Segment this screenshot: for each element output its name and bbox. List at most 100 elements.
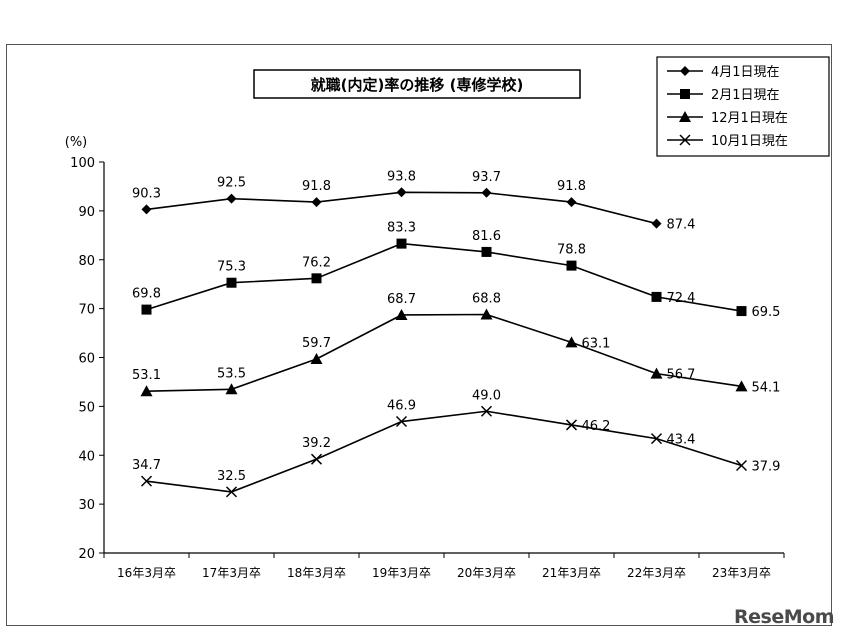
data-label: 92.5 (217, 176, 246, 191)
data-point-cross (140, 475, 153, 487)
series-triangle (140, 308, 748, 397)
data-point-square (226, 277, 237, 288)
data-point-cross (310, 453, 323, 465)
data-point-triangle (225, 383, 238, 395)
data-label: 75.3 (217, 260, 246, 275)
data-label: 93.7 (472, 170, 501, 185)
data-label: 78.8 (557, 243, 586, 258)
data-label: 63.1 (582, 336, 611, 351)
legend-label: 10月1日現在 (711, 134, 788, 149)
data-point-square (141, 304, 152, 315)
data-point-square (566, 260, 577, 271)
data-label: 87.4 (667, 218, 696, 233)
cross-stroke (735, 459, 748, 472)
data-label: 69.8 (132, 287, 161, 302)
data-point-triangle (140, 385, 153, 397)
data-point-cross (679, 134, 691, 146)
data-point-square (651, 291, 662, 302)
data-label: 32.5 (217, 469, 246, 484)
data-label: 46.2 (582, 419, 611, 434)
data-label: 53.1 (132, 368, 161, 383)
series-line (146, 313, 742, 393)
x-tick-label: 21年3月卒 (542, 566, 601, 580)
data-point-diamond (651, 218, 662, 229)
y-tick-label: 50 (78, 400, 95, 415)
cross-stroke (679, 134, 691, 146)
data-label: 69.5 (752, 305, 781, 320)
data-point-triangle (679, 111, 691, 122)
data-label: 46.9 (387, 399, 416, 414)
chart-title: 就職(内定)率の推移 (専修学校) (311, 76, 524, 94)
y-tick-label: 100 (70, 156, 95, 171)
data-point-triangle (735, 380, 748, 392)
cross-stroke (395, 415, 408, 428)
chart-legend: 4月1日現在 2月1日現在 12月1日現在 10月1日現在 (656, 56, 830, 157)
cross-stroke (480, 405, 493, 417)
legend-label: 2月1日現在 (711, 88, 780, 103)
data-point-triangle (480, 308, 493, 320)
cross-stroke (650, 433, 663, 445)
legend-label: 12月1日現在 (711, 111, 788, 126)
cross-stroke (310, 453, 323, 465)
data-label: 72.4 (667, 291, 696, 306)
data-point-cross (225, 486, 238, 498)
y-tick-label: 80 (78, 254, 95, 269)
series-line (146, 242, 742, 312)
x-tick-label: 22年3月卒 (627, 566, 686, 580)
legend-label: 4月1日現在 (711, 65, 780, 80)
y-axis-unit: (%) (65, 135, 88, 150)
data-point-diamond (141, 204, 152, 215)
data-label: 34.7 (132, 458, 161, 473)
data-label: 91.8 (557, 179, 586, 194)
data-point-diamond (311, 197, 322, 208)
chart-title-box (253, 69, 581, 99)
data-label: 90.3 (132, 186, 161, 201)
series-square (141, 238, 747, 317)
series-line (146, 410, 742, 493)
data-label: 68.7 (387, 292, 416, 307)
x-tick-label: 19年3月卒 (372, 566, 431, 580)
y-tick-label: 20 (78, 547, 95, 562)
data-point-diamond (680, 66, 690, 76)
resemom-logo: ReseMom (734, 606, 834, 628)
x-tick-label: 18年3月卒 (287, 566, 346, 580)
x-tick-label: 20年3月卒 (457, 566, 516, 580)
y-tick-label: 60 (78, 352, 95, 367)
data-point-square (680, 89, 690, 99)
data-label: 56.7 (667, 368, 696, 383)
data-label: 76.2 (302, 255, 331, 270)
series-cross (140, 405, 748, 498)
y-tick-label: 70 (78, 303, 95, 318)
data-point-cross (735, 459, 748, 472)
cross-stroke (225, 486, 238, 498)
cross-stroke (565, 419, 578, 431)
data-point-diamond (226, 193, 237, 204)
data-label: 83.3 (387, 221, 416, 236)
data-label: 81.6 (472, 229, 501, 244)
data-point-cross (565, 419, 578, 431)
data-point-triangle (310, 352, 323, 364)
data-point-square (736, 306, 747, 317)
y-tick-label: 90 (78, 205, 95, 220)
data-label: 91.8 (302, 179, 331, 194)
data-point-triangle (650, 367, 663, 379)
y-tick-label: 30 (78, 498, 95, 513)
data-label: 54.1 (752, 380, 781, 395)
data-point-diamond (481, 187, 492, 198)
data-label: 93.8 (387, 169, 416, 184)
data-label: 68.8 (472, 291, 501, 306)
data-point-cross (650, 433, 663, 445)
data-point-triangle (395, 308, 408, 320)
data-label: 43.4 (667, 433, 696, 448)
data-point-diamond (566, 197, 577, 208)
data-point-square (481, 246, 492, 257)
data-label: 53.5 (217, 366, 246, 381)
series-diamond (141, 187, 662, 229)
x-tick-label: 17年3月卒 (202, 566, 261, 580)
chart-frame (6, 44, 832, 626)
x-tick-label: 23年3月卒 (712, 566, 771, 580)
data-point-cross (395, 415, 408, 428)
data-label: 49.0 (472, 388, 501, 403)
data-point-diamond (396, 187, 407, 198)
